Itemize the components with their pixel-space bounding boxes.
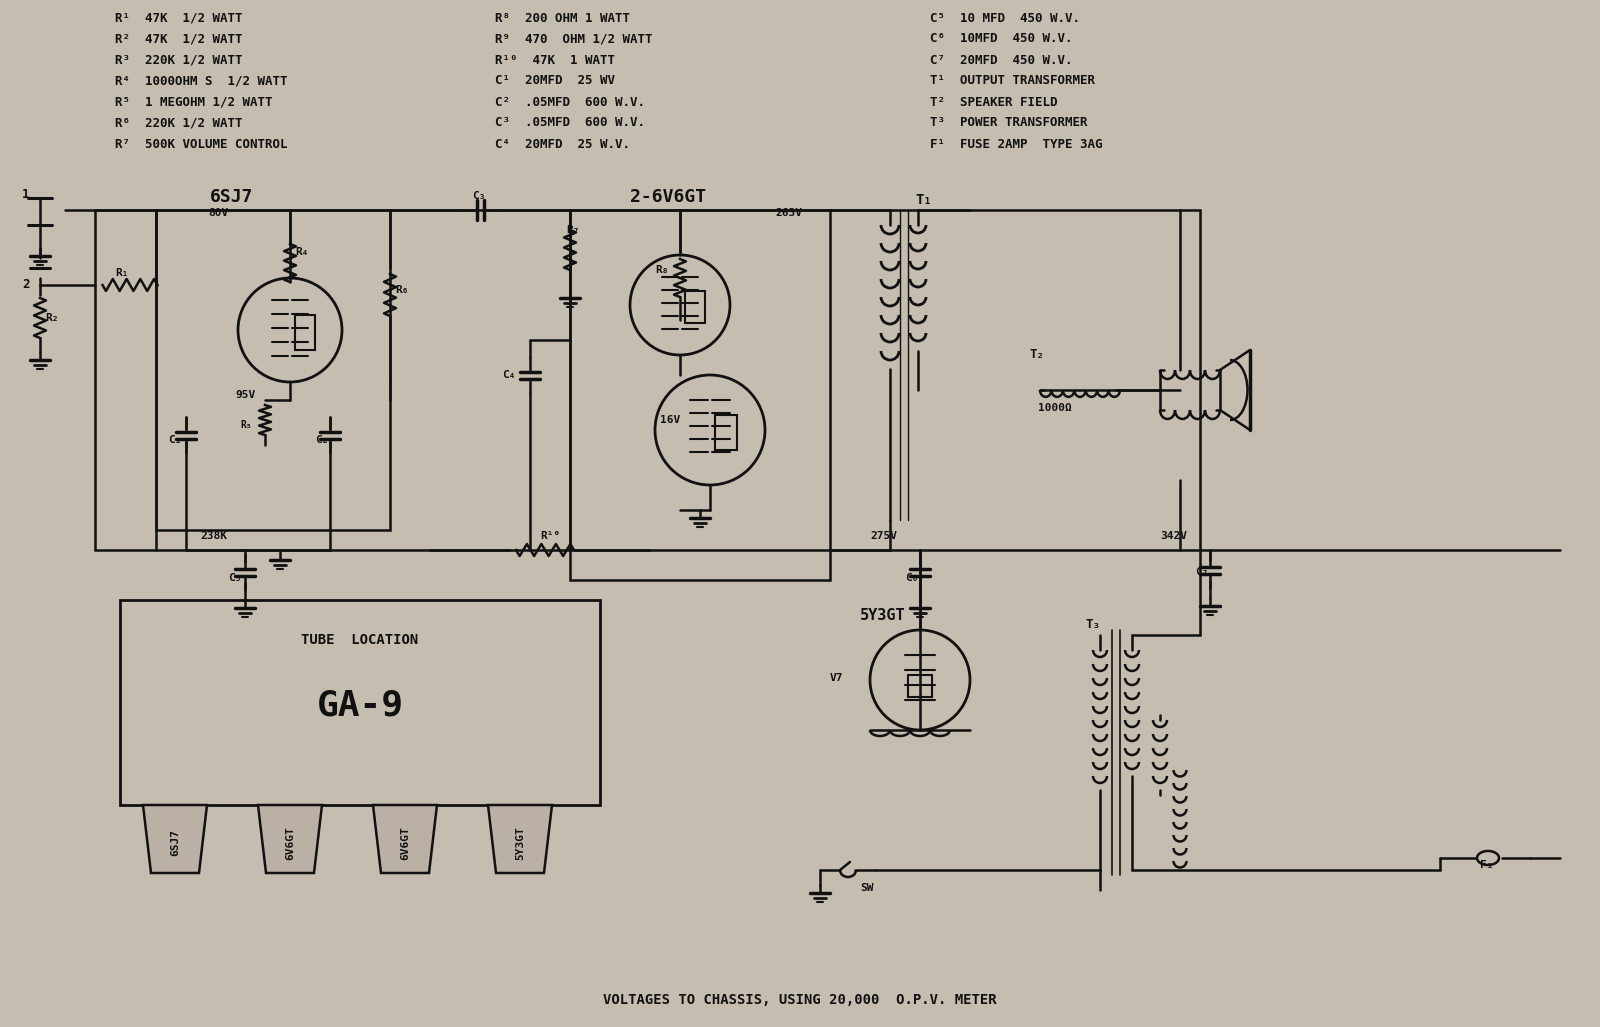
Text: 1: 1: [22, 189, 29, 201]
Text: 6SJ7: 6SJ7: [210, 188, 253, 206]
Text: R⁸  200 OHM 1 WATT: R⁸ 200 OHM 1 WATT: [494, 11, 630, 25]
Text: R⁷  500K VOLUME CONTROL: R⁷ 500K VOLUME CONTROL: [115, 138, 288, 151]
Text: 6SJ7: 6SJ7: [170, 830, 179, 857]
Text: 5Y3GT: 5Y3GT: [861, 608, 906, 622]
Text: R⁵  1 MEGOHM 1/2 WATT: R⁵ 1 MEGOHM 1/2 WATT: [115, 96, 272, 109]
Text: C₅: C₅: [229, 573, 242, 583]
Text: V7: V7: [830, 673, 843, 683]
Text: R₇: R₇: [566, 225, 579, 235]
Text: R⁹  470  OHM 1/2 WATT: R⁹ 470 OHM 1/2 WATT: [494, 33, 653, 45]
Text: R⁶  220K 1/2 WATT: R⁶ 220K 1/2 WATT: [115, 116, 243, 129]
Text: T₁: T₁: [915, 193, 931, 207]
Text: SW: SW: [861, 883, 874, 893]
Text: C⁴  20MFD  25 W.V.: C⁴ 20MFD 25 W.V.: [494, 138, 630, 151]
Text: 16V: 16V: [661, 415, 680, 425]
Text: C⁷  20MFD  450 W.V.: C⁷ 20MFD 450 W.V.: [930, 53, 1072, 67]
Text: 342V: 342V: [1160, 531, 1187, 541]
Text: R₂: R₂: [45, 313, 59, 324]
Text: T¹  OUTPUT TRANSFORMER: T¹ OUTPUT TRANSFORMER: [930, 75, 1094, 87]
Polygon shape: [142, 805, 206, 873]
Bar: [715, 415, 738, 450]
Text: R¹⁰  47K  1 WATT: R¹⁰ 47K 1 WATT: [494, 53, 614, 67]
Text: TUBE  LOCATION: TUBE LOCATION: [301, 633, 419, 647]
Text: R⁴  1000OHM S  1/2 WATT: R⁴ 1000OHM S 1/2 WATT: [115, 75, 288, 87]
Bar: [570, 210, 830, 580]
Text: R₅: R₅: [240, 420, 251, 430]
Text: C₇: C₇: [1195, 567, 1208, 577]
Text: T³  POWER TRANSFORMER: T³ POWER TRANSFORMER: [930, 116, 1088, 129]
Text: C₄: C₄: [502, 370, 515, 380]
Text: 263V: 263V: [774, 208, 802, 218]
Text: 1000Ω: 1000Ω: [1038, 403, 1072, 413]
Text: C²  .05MFD  600 W.V.: C² .05MFD 600 W.V.: [494, 96, 645, 109]
Bar: [909, 675, 931, 697]
Text: T²  SPEAKER FIELD: T² SPEAKER FIELD: [930, 96, 1058, 109]
Text: C₃: C₃: [472, 191, 485, 201]
Text: VOLTAGES TO CHASSIS, USING 20,000  O.P.V. METER: VOLTAGES TO CHASSIS, USING 20,000 O.P.V.…: [603, 993, 997, 1007]
Text: 80V: 80V: [208, 208, 229, 218]
Text: T₃: T₃: [1085, 618, 1101, 632]
Text: 5Y3GT: 5Y3GT: [515, 826, 525, 860]
Text: C₂: C₂: [315, 435, 328, 445]
Text: 238K: 238K: [200, 531, 227, 541]
Text: R₈: R₈: [654, 265, 669, 275]
Text: R₄: R₄: [294, 248, 309, 257]
Text: C⁶  10MFD  450 W.V.: C⁶ 10MFD 450 W.V.: [930, 33, 1072, 45]
Text: C³  .05MFD  600 W.V.: C³ .05MFD 600 W.V.: [494, 116, 645, 129]
Text: F¹  FUSE 2AMP  TYPE 3AG: F¹ FUSE 2AMP TYPE 3AG: [930, 138, 1102, 151]
Text: R¹  47K  1/2 WATT: R¹ 47K 1/2 WATT: [115, 11, 243, 25]
Polygon shape: [373, 805, 437, 873]
Text: C⁵  10 MFD  450 W.V.: C⁵ 10 MFD 450 W.V.: [930, 11, 1080, 25]
Bar: [157, 210, 390, 530]
Text: R²  47K  1/2 WATT: R² 47K 1/2 WATT: [115, 33, 243, 45]
Text: R¹⁰: R¹⁰: [541, 531, 560, 541]
Polygon shape: [488, 805, 552, 873]
Text: 6V6GT: 6V6GT: [400, 826, 410, 860]
Text: C¹  20MFD  25 WV: C¹ 20MFD 25 WV: [494, 75, 614, 87]
Text: GA-9: GA-9: [317, 688, 403, 722]
Text: 6V6GT: 6V6GT: [285, 826, 294, 860]
Text: C₆: C₆: [906, 573, 918, 583]
Text: R₆: R₆: [395, 286, 408, 295]
Text: 2: 2: [22, 278, 29, 292]
Text: 95V: 95V: [235, 390, 256, 400]
Text: C₁: C₁: [168, 435, 181, 445]
Text: R³  220K 1/2 WATT: R³ 220K 1/2 WATT: [115, 53, 243, 67]
Bar: [685, 291, 706, 324]
Text: T₂: T₂: [1030, 348, 1045, 362]
Text: R₁: R₁: [115, 268, 128, 278]
Text: 275V: 275V: [870, 531, 898, 541]
Polygon shape: [258, 805, 322, 873]
Text: 2-6V6GT: 2-6V6GT: [630, 188, 706, 206]
Bar: [120, 600, 600, 805]
Bar: [294, 315, 315, 350]
Text: F₁: F₁: [1480, 860, 1493, 870]
